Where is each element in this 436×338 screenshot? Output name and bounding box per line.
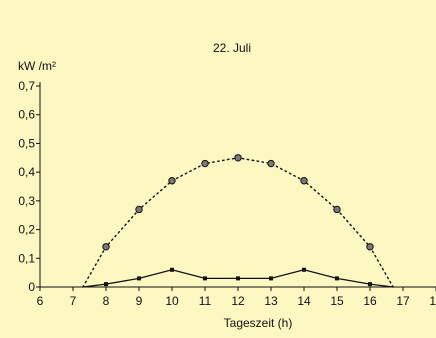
square-point <box>302 267 306 272</box>
y-tick-label: 0,3 <box>18 194 35 208</box>
circle-point <box>168 177 176 185</box>
ticks: 0 0,1 0,2 0,3 0,4 0,5 0,6 0,7 6 7 8 9 10 11 12 13 14 15 16… <box>18 79 436 308</box>
square-point <box>203 276 207 281</box>
x-tick-label: 11 <box>199 294 212 308</box>
square-point <box>170 267 174 272</box>
x-tick-label: 7 <box>70 294 77 308</box>
x-tick-label: 18 <box>429 294 436 308</box>
square-point <box>269 276 273 281</box>
circle-point <box>333 205 341 214</box>
x-tick-label: 9 <box>136 294 143 308</box>
y-tick-label: 0,7 <box>18 79 35 93</box>
circle-point <box>135 205 143 214</box>
circle-point <box>201 159 209 168</box>
x-tick-label: 12 <box>231 294 245 308</box>
x-tick-label: 10 <box>165 294 179 308</box>
axes <box>39 82 436 288</box>
chart-title: 22. Juli <box>213 41 251 55</box>
square-point <box>335 276 339 281</box>
x-tick-label: 16 <box>363 294 377 308</box>
x-axis-title: Tageszeit (h) <box>224 316 293 330</box>
circle-point <box>300 177 308 185</box>
dotted-curve <box>82 157 394 288</box>
circle-point <box>267 159 275 168</box>
x-tick-label: 8 <box>103 294 110 308</box>
x-tick-label: 15 <box>330 294 344 308</box>
y-axis-title: kW /m² <box>18 59 56 73</box>
y-tick-label: 0 <box>28 280 35 294</box>
x-tick-label: 6 <box>37 294 44 308</box>
square-point <box>104 282 108 287</box>
circle-point <box>102 243 110 251</box>
series-layer <box>82 154 394 288</box>
y-tick-label: 0,5 <box>18 136 35 150</box>
x-tick-label: 14 <box>297 294 311 308</box>
y-tick-label: 0,1 <box>18 251 35 265</box>
square-point <box>137 276 141 281</box>
square-point <box>368 282 372 287</box>
x-tick-label: 13 <box>264 294 278 308</box>
y-tick-label: 0,6 <box>18 108 35 122</box>
y-tick-label: 0,4 <box>18 165 35 179</box>
x-tick-label: 17 <box>396 294 410 308</box>
y-tick-label: 0,2 <box>18 223 35 237</box>
circle-point <box>366 243 374 251</box>
square-point <box>236 276 240 281</box>
circle-point <box>234 154 242 162</box>
